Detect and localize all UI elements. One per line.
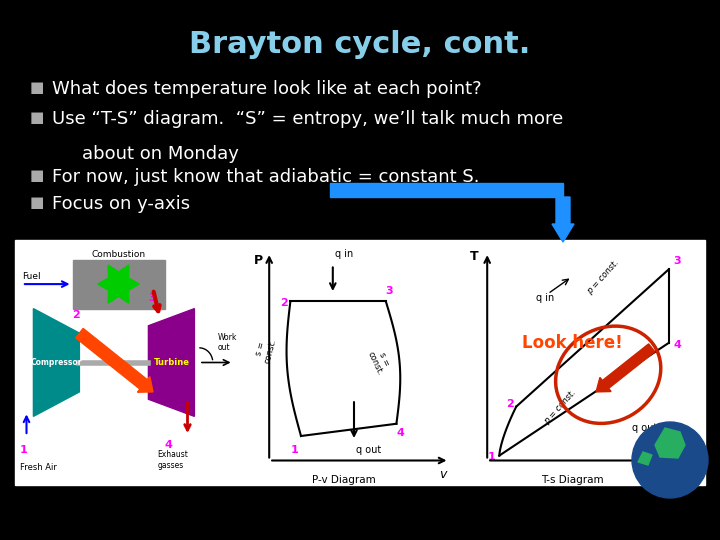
Text: Focus on y-axis: Focus on y-axis <box>52 195 190 213</box>
Polygon shape <box>655 428 685 458</box>
FancyArrow shape <box>552 197 574 242</box>
Text: ■: ■ <box>30 195 45 210</box>
Text: 3: 3 <box>673 256 681 267</box>
Text: For now, just know that adiabatic = constant S.: For now, just know that adiabatic = cons… <box>52 168 480 186</box>
Text: 2: 2 <box>280 298 287 308</box>
Text: Combustion: Combustion <box>91 250 145 259</box>
Text: P: P <box>254 254 264 267</box>
Text: q out: q out <box>632 423 657 433</box>
FancyArrow shape <box>76 328 153 392</box>
Text: Brayton cycle, cont.: Brayton cycle, cont. <box>189 30 531 59</box>
Text: T-s Diagram: T-s Diagram <box>541 475 603 484</box>
Text: q out: q out <box>356 445 382 455</box>
Text: q in: q in <box>536 293 554 303</box>
Text: Fresh Air: Fresh Air <box>19 463 56 472</box>
Polygon shape <box>73 260 164 308</box>
Text: about on Monday: about on Monday <box>82 145 239 163</box>
Text: q in: q in <box>335 249 354 259</box>
Text: ■: ■ <box>30 110 45 125</box>
Text: Use “T-S” diagram.  “S” = entropy, we’ll talk much more: Use “T-S” diagram. “S” = entropy, we’ll … <box>52 110 563 128</box>
Text: 4: 4 <box>164 440 172 450</box>
Text: Look here!: Look here! <box>521 334 622 352</box>
Text: P-v Diagram: P-v Diagram <box>312 475 375 484</box>
Text: Turbine: Turbine <box>153 358 189 367</box>
Polygon shape <box>148 308 194 416</box>
Text: Fuel: Fuel <box>22 272 40 281</box>
Text: 2: 2 <box>73 310 80 320</box>
Text: ■: ■ <box>30 80 45 95</box>
Text: ■: ■ <box>30 168 45 183</box>
Text: Work
out: Work out <box>217 333 237 352</box>
Bar <box>15 240 705 485</box>
Text: v: v <box>438 468 446 481</box>
Text: s =
const.: s = const. <box>365 346 394 377</box>
Text: 1: 1 <box>487 453 495 462</box>
Circle shape <box>632 422 708 498</box>
Text: s =
const.: s = const. <box>252 335 278 365</box>
Text: 3: 3 <box>386 286 393 296</box>
Text: 1: 1 <box>290 445 298 455</box>
Text: Exhaust
gasses: Exhaust gasses <box>158 450 189 470</box>
Bar <box>330 183 563 197</box>
Text: 1: 1 <box>19 445 27 455</box>
Text: p = const.: p = const. <box>585 258 621 296</box>
Text: 4: 4 <box>397 428 404 438</box>
Text: 2: 2 <box>507 399 514 409</box>
Polygon shape <box>98 265 139 303</box>
FancyArrow shape <box>596 344 655 392</box>
Text: 3: 3 <box>148 293 156 303</box>
Text: T: T <box>470 249 479 262</box>
Text: What does temperature look like at each point?: What does temperature look like at each … <box>52 80 482 98</box>
Polygon shape <box>638 452 652 465</box>
Text: s: s <box>688 468 695 481</box>
Text: p = const.: p = const. <box>542 388 577 426</box>
Text: 4: 4 <box>673 340 681 350</box>
Text: Compressor: Compressor <box>31 358 82 367</box>
Polygon shape <box>33 308 79 416</box>
